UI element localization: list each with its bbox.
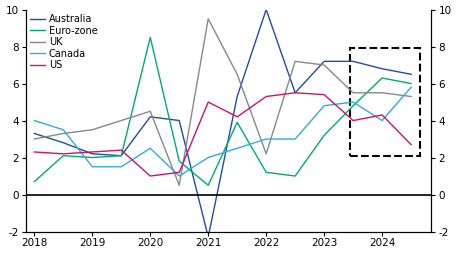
UK [263, 152, 269, 155]
Line: Australia: Australia [34, 10, 411, 237]
US [90, 150, 95, 153]
Australia [292, 91, 298, 94]
US [206, 101, 211, 104]
Euro-zone [321, 134, 327, 137]
UK [118, 119, 124, 122]
Euro-zone [90, 156, 95, 159]
US [263, 95, 269, 98]
Canada [61, 128, 66, 131]
Australia [32, 132, 37, 135]
US [32, 150, 37, 153]
Euro-zone [32, 180, 37, 183]
Canada [206, 156, 211, 159]
Euro-zone [61, 154, 66, 157]
Euro-zone [234, 121, 240, 124]
Canada [234, 147, 240, 150]
Canada [32, 119, 37, 122]
UK [379, 91, 385, 94]
US [321, 93, 327, 96]
UK [90, 128, 95, 131]
US [61, 152, 66, 155]
US [234, 115, 240, 118]
Canada [118, 165, 124, 168]
Canada [321, 104, 327, 107]
US [292, 91, 298, 94]
Euro-zone [292, 174, 298, 178]
Australia [61, 141, 66, 144]
Line: Canada: Canada [34, 87, 411, 176]
UK [234, 73, 240, 76]
Euro-zone [148, 36, 153, 39]
Canada [409, 86, 414, 89]
Canada [379, 119, 385, 122]
UK [206, 17, 211, 20]
UK [61, 132, 66, 135]
Australia [206, 235, 211, 239]
Canada [148, 147, 153, 150]
US [351, 119, 356, 122]
Euro-zone [206, 184, 211, 187]
Legend: Australia, Euro-zone, UK, Canada, US: Australia, Euro-zone, UK, Canada, US [28, 12, 100, 72]
UK [321, 64, 327, 67]
Euro-zone [409, 82, 414, 85]
Euro-zone [118, 154, 124, 157]
Australia [379, 67, 385, 70]
Canada [351, 101, 356, 104]
UK [409, 95, 414, 98]
Australia [234, 95, 240, 98]
UK [351, 91, 356, 94]
Australia [90, 152, 95, 155]
Australia [118, 154, 124, 157]
Euro-zone [379, 76, 385, 80]
Australia [321, 60, 327, 63]
Australia [409, 73, 414, 76]
Euro-zone [351, 104, 356, 107]
Euro-zone [176, 160, 182, 163]
UK [176, 184, 182, 187]
US [176, 171, 182, 174]
Line: UK: UK [34, 19, 411, 185]
US [409, 143, 414, 146]
Bar [350, 49, 420, 156]
Australia [148, 115, 153, 118]
Australia [263, 8, 269, 11]
UK [292, 60, 298, 63]
Line: US: US [34, 93, 411, 176]
Canada [263, 137, 269, 140]
Canada [176, 174, 182, 178]
UK [32, 137, 37, 140]
Australia [176, 119, 182, 122]
Canada [292, 137, 298, 140]
Line: Euro-zone: Euro-zone [34, 37, 411, 185]
US [379, 114, 385, 117]
UK [148, 110, 153, 113]
Canada [90, 165, 95, 168]
Australia [351, 60, 356, 63]
US [148, 174, 153, 178]
Euro-zone [263, 171, 269, 174]
US [118, 149, 124, 152]
